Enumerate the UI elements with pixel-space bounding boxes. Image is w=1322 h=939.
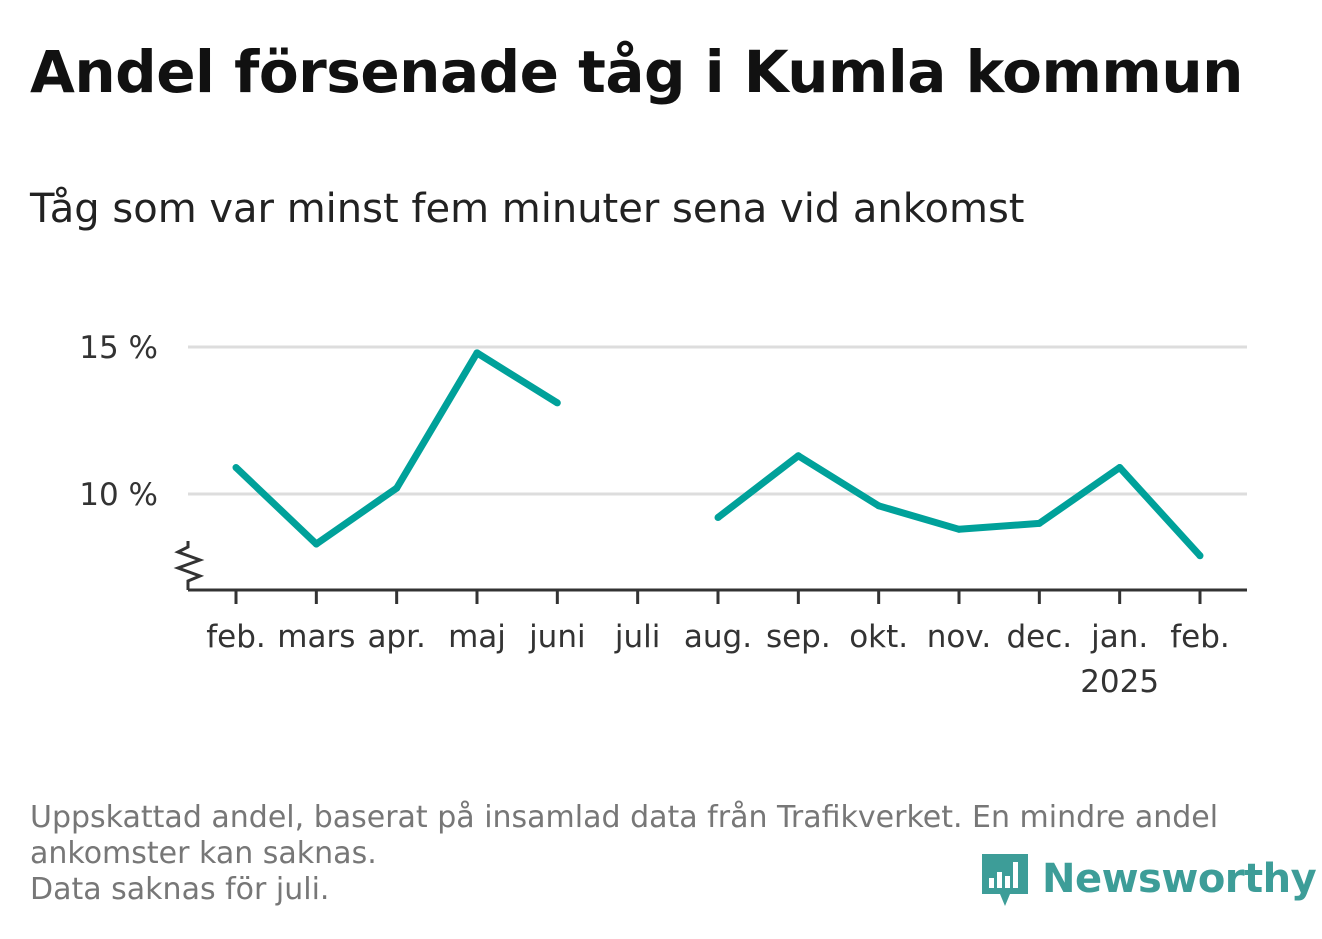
data-point (393, 484, 401, 492)
gridlines (188, 345, 1247, 496)
x-tick-label: feb. (206, 619, 266, 655)
footnote: Uppskattad andel, baserat på insamlad da… (30, 800, 1280, 908)
x-tick-labels: feb. mars apr. maj juni juli aug. sep. okt. nov. d… (206, 619, 1230, 700)
data-point (1116, 464, 1124, 472)
axis-break-icon (173, 541, 205, 590)
footnote-line: Uppskattad andel, baserat på insamlad da… (30, 800, 1219, 835)
footnote-line: Data saknas för juli. (30, 872, 330, 907)
data-point (473, 349, 481, 357)
y-tick-label: 10 % (79, 477, 158, 513)
x-tick-label: jan. (1090, 619, 1148, 655)
x-tick-label: feb. (1170, 619, 1230, 655)
x-tick-label: juli (614, 619, 661, 655)
chart-title: Andel försenade tåg i Kumla kommun (30, 38, 1243, 106)
x-tick-label: apr. (367, 619, 425, 655)
x-tick-label: dec. (1007, 619, 1073, 655)
x-tick-label: juni (528, 619, 586, 655)
bar-chart-speech-icon (982, 854, 1028, 906)
data-point (794, 452, 802, 460)
data-point (875, 502, 883, 510)
footnote-line: ankomster kan saknas. (30, 836, 377, 871)
x-tick-label: okt. (849, 619, 908, 655)
x-tick-label: sep. (766, 619, 831, 655)
line-chart: 10 % 15 % feb. mars apr. maj juni juli aug. sep.… (79, 330, 1247, 700)
series-line (715, 452, 1203, 559)
newsworthy-logo[interactable]: Newsworthy (980, 850, 1317, 908)
y-tick-labels: 10 % 15 % (79, 330, 158, 513)
x-tick-label: maj (448, 619, 506, 655)
data-point (553, 399, 561, 407)
x-tick-label: mars (277, 619, 355, 655)
data-point (1035, 519, 1043, 527)
brand-name: Newsworthy (1042, 856, 1317, 902)
x-tick-label: aug. (684, 619, 752, 655)
data-point (1196, 552, 1204, 560)
data-point (714, 514, 722, 522)
series-line (233, 349, 560, 548)
x-tick-label: nov. (927, 619, 991, 655)
data-point (955, 525, 963, 533)
chart-subtitle: Tåg som var minst fem minuter sena vid a… (30, 186, 1025, 232)
y-tick-label: 15 % (79, 330, 158, 366)
data-point (312, 540, 320, 548)
data-line (232, 349, 1204, 560)
x-axis (173, 541, 1247, 604)
data-point (232, 464, 240, 472)
year-label: 2025 (1080, 664, 1159, 700)
